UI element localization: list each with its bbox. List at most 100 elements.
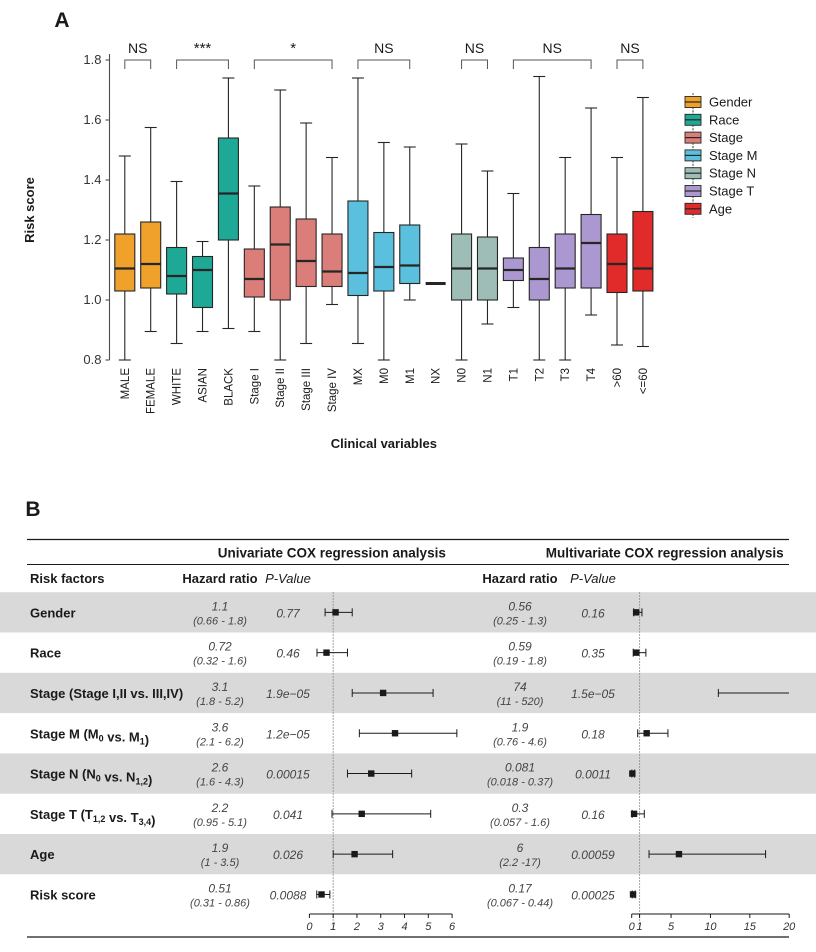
svg-text:0.00059: 0.00059 bbox=[571, 848, 615, 862]
svg-text:0.51: 0.51 bbox=[208, 881, 231, 895]
svg-text:0.0088: 0.0088 bbox=[270, 888, 307, 902]
svg-text:B: B bbox=[25, 498, 40, 521]
svg-text:(2.1 - 6.2): (2.1 - 6.2) bbox=[196, 736, 244, 748]
svg-text:Age: Age bbox=[30, 847, 55, 862]
svg-text:1: 1 bbox=[330, 921, 336, 933]
svg-text:74: 74 bbox=[513, 680, 527, 694]
svg-text:5: 5 bbox=[425, 921, 432, 933]
svg-text:FEMALE: FEMALE bbox=[146, 368, 158, 414]
svg-text:MX: MX bbox=[353, 368, 365, 386]
svg-text:Risk score: Risk score bbox=[22, 177, 37, 243]
svg-text:(2.2 -17): (2.2 -17) bbox=[499, 857, 541, 869]
svg-text:NS: NS bbox=[543, 40, 562, 56]
svg-text:1.2e−05: 1.2e−05 bbox=[266, 727, 310, 741]
svg-text:*: * bbox=[290, 40, 296, 57]
svg-text:10: 10 bbox=[704, 921, 717, 933]
svg-text:***: *** bbox=[194, 40, 212, 57]
svg-text:Gender: Gender bbox=[709, 95, 753, 110]
svg-text:>60: >60 bbox=[612, 368, 624, 388]
svg-text:Stage I: Stage I bbox=[249, 368, 261, 404]
svg-text:1.5e−05: 1.5e−05 bbox=[571, 687, 615, 701]
svg-text:0.026: 0.026 bbox=[273, 848, 303, 862]
svg-text:Hazard ratio: Hazard ratio bbox=[482, 571, 557, 586]
svg-text:0.00015: 0.00015 bbox=[266, 768, 310, 782]
svg-text:NS: NS bbox=[620, 40, 639, 56]
svg-text:Hazard ratio: Hazard ratio bbox=[182, 571, 257, 586]
svg-text:(0.95 - 5.1): (0.95 - 5.1) bbox=[193, 817, 247, 829]
svg-text:1.2: 1.2 bbox=[83, 232, 101, 247]
svg-text:0.16: 0.16 bbox=[581, 606, 605, 620]
svg-text:0.46: 0.46 bbox=[276, 647, 300, 661]
svg-text:0.35: 0.35 bbox=[581, 647, 605, 661]
svg-text:T1: T1 bbox=[508, 368, 520, 381]
svg-text:(1 - 3.5): (1 - 3.5) bbox=[201, 857, 240, 869]
svg-text:(0.067 - 0.44): (0.067 - 0.44) bbox=[487, 897, 553, 909]
svg-text:2.6: 2.6 bbox=[211, 761, 229, 775]
svg-text:3.6: 3.6 bbox=[212, 720, 229, 734]
svg-text:Multivariate COX regression a: Multivariate COX regression analysis bbox=[546, 546, 784, 561]
svg-text:2: 2 bbox=[353, 921, 360, 933]
svg-text:BLACK: BLACK bbox=[223, 368, 235, 406]
svg-text:(0.66 - 1.8): (0.66 - 1.8) bbox=[193, 615, 247, 627]
svg-text:5: 5 bbox=[668, 921, 675, 933]
svg-text:0.041: 0.041 bbox=[273, 808, 303, 822]
svg-text:<=60: <=60 bbox=[638, 368, 650, 394]
svg-text:Stage IV: Stage IV bbox=[327, 368, 339, 412]
svg-text:(0.19 - 1.8): (0.19 - 1.8) bbox=[493, 656, 547, 668]
svg-text:3: 3 bbox=[378, 921, 385, 933]
svg-text:NS: NS bbox=[128, 40, 147, 56]
svg-text:6: 6 bbox=[449, 921, 456, 933]
svg-text:A: A bbox=[54, 9, 69, 32]
svg-text:0: 0 bbox=[629, 921, 636, 933]
svg-text:NS: NS bbox=[465, 40, 484, 56]
svg-text:T4: T4 bbox=[586, 367, 598, 381]
svg-text:1.9: 1.9 bbox=[512, 720, 529, 734]
svg-text:1.4: 1.4 bbox=[83, 172, 101, 187]
svg-text:1.9e−05: 1.9e−05 bbox=[266, 687, 310, 701]
svg-text:Stage: Stage bbox=[709, 130, 743, 145]
svg-text:0.59: 0.59 bbox=[508, 640, 532, 654]
svg-text:2.2: 2.2 bbox=[211, 801, 229, 815]
svg-text:Stage II: Stage II bbox=[275, 368, 287, 408]
svg-text:Risk score: Risk score bbox=[30, 887, 96, 902]
svg-text:Univariate COX regression anal: Univariate COX regression analysis bbox=[218, 546, 446, 561]
svg-text:Stage T (T1,2 vs. T3,4): Stage T (T1,2 vs. T3,4) bbox=[30, 807, 155, 828]
svg-text:1: 1 bbox=[637, 921, 643, 933]
svg-text:20: 20 bbox=[782, 921, 796, 933]
svg-text:0.00025: 0.00025 bbox=[571, 888, 615, 902]
svg-text:0.081: 0.081 bbox=[505, 761, 535, 775]
svg-text:0.56: 0.56 bbox=[508, 599, 532, 613]
svg-text:0.77: 0.77 bbox=[276, 606, 301, 620]
svg-text:P-Value: P-Value bbox=[570, 571, 616, 586]
svg-text:Stage (Stage I,II vs. III,IV): Stage (Stage I,II vs. III,IV) bbox=[30, 686, 183, 701]
svg-text:(0.31 - 0.86): (0.31 - 0.86) bbox=[190, 897, 250, 909]
svg-text:NS: NS bbox=[374, 40, 393, 56]
svg-text:4: 4 bbox=[401, 921, 407, 933]
svg-text:(0.76 - 4.6): (0.76 - 4.6) bbox=[493, 736, 547, 748]
svg-text:0.0011: 0.0011 bbox=[575, 768, 611, 782]
svg-text:N0: N0 bbox=[457, 368, 469, 383]
svg-text:(11 - 520): (11 - 520) bbox=[497, 696, 544, 708]
svg-text:Gender: Gender bbox=[30, 605, 76, 620]
svg-text:Age: Age bbox=[709, 201, 732, 216]
svg-text:6: 6 bbox=[517, 841, 524, 855]
svg-text:NX: NX bbox=[431, 368, 443, 384]
svg-text:1.1: 1.1 bbox=[212, 599, 229, 613]
svg-text:0.16: 0.16 bbox=[581, 808, 605, 822]
svg-text:0.72: 0.72 bbox=[208, 640, 232, 654]
svg-text:1.8: 1.8 bbox=[83, 52, 101, 67]
svg-text:M0: M0 bbox=[379, 368, 391, 384]
svg-text:1.9: 1.9 bbox=[212, 841, 229, 855]
svg-text:ASIAN: ASIAN bbox=[198, 368, 210, 403]
svg-text:Risk factors: Risk factors bbox=[30, 571, 104, 586]
svg-text:Stage T: Stage T bbox=[709, 184, 754, 199]
svg-text:Race: Race bbox=[30, 646, 61, 661]
svg-text:0: 0 bbox=[306, 921, 313, 933]
svg-text:(0.25 - 1.3): (0.25 - 1.3) bbox=[493, 615, 547, 627]
svg-text:WHITE: WHITE bbox=[172, 368, 184, 405]
svg-text:0.3: 0.3 bbox=[512, 801, 529, 815]
svg-text:MALE: MALE bbox=[120, 368, 132, 400]
svg-text:0.18: 0.18 bbox=[581, 727, 605, 741]
svg-text:3.1: 3.1 bbox=[212, 680, 229, 694]
svg-text:Clinical variables: Clinical variables bbox=[331, 436, 437, 451]
